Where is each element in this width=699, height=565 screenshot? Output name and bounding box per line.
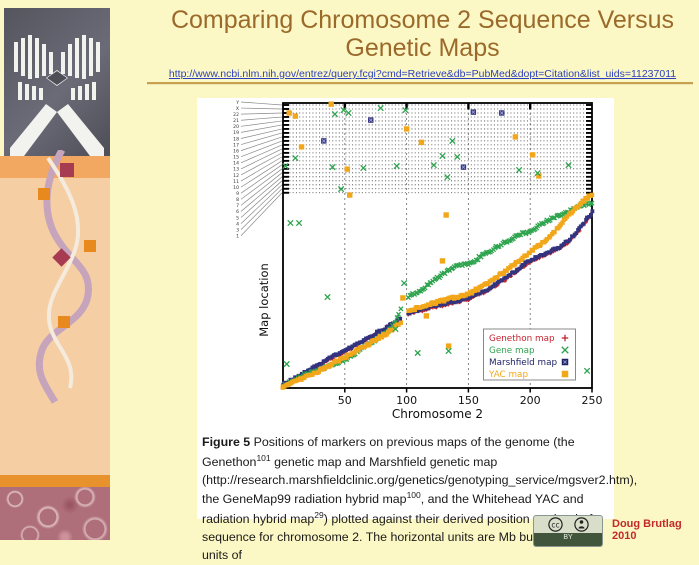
y-axis-label: Map location	[257, 263, 271, 337]
svg-text:16: 16	[233, 148, 239, 154]
svg-text:11: 11	[233, 179, 239, 185]
svg-text:250: 250	[582, 394, 603, 407]
legend-label: Genethon map	[489, 334, 555, 344]
series-markers	[280, 192, 595, 390]
svg-text:4: 4	[236, 221, 239, 227]
svg-text:18: 18	[233, 136, 239, 142]
svg-text:100: 100	[396, 394, 417, 407]
svg-text:20: 20	[233, 124, 239, 130]
dna-ribbon-graphic	[35, 150, 96, 404]
svg-text:X: X	[236, 106, 239, 112]
outlier-markers	[282, 101, 591, 375]
svg-text:21: 21	[233, 118, 239, 124]
svg-text:13: 13	[233, 167, 239, 173]
pubmed-link[interactable]: http://www.ncbi.nlm.nih.gov/entrez/query…	[168, 68, 677, 80]
svg-text:10: 10	[233, 185, 239, 191]
svg-text:150: 150	[458, 394, 479, 407]
svg-text:50: 50	[338, 394, 352, 407]
svg-text:cc: cc	[551, 520, 559, 529]
x-axis-label: Chromosome 2	[392, 407, 483, 421]
yac-map-series	[280, 192, 595, 390]
svg-text:12: 12	[233, 173, 239, 179]
svg-text:7: 7	[236, 203, 239, 209]
cc-license-badge[interactable]: cc BY	[533, 515, 603, 547]
svg-text:22: 22	[233, 112, 239, 118]
svg-text:9: 9	[236, 191, 239, 197]
legend-label: Marshfield map	[489, 358, 557, 368]
page-title: Comparing Chromosome 2 Sequence Versus G…	[170, 6, 675, 62]
attribution-person-icon	[573, 517, 589, 532]
cc-icon: cc	[547, 517, 563, 532]
figure-panel: Y X 22 21 20 19 18 17 16 15 14 13 12 11 10 9 8 7 6 5 4 3 1 50 10…	[197, 98, 637, 562]
svg-text:3: 3	[236, 227, 239, 233]
svg-text:17: 17	[233, 142, 239, 148]
genome-logo-box	[4, 8, 110, 156]
title-separator	[147, 82, 693, 85]
svg-text:5: 5	[236, 215, 239, 221]
svg-text:1: 1	[236, 234, 239, 240]
svg-text:Y: Y	[235, 100, 239, 106]
paisley-pattern	[0, 487, 110, 540]
other-chromosomes-band	[240, 101, 592, 237]
svg-text:14: 14	[233, 161, 239, 167]
svg-text:6: 6	[236, 209, 239, 215]
reference-url-line: http://www.ncbi.nlm.nih.gov/entrez/query…	[150, 64, 695, 82]
svg-text:15: 15	[233, 155, 239, 161]
svg-text:8: 8	[236, 197, 239, 203]
svg-text:200: 200	[520, 394, 541, 407]
sidebar-decoration	[0, 0, 110, 540]
author-credit: Doug Brutlag 2010	[612, 518, 682, 542]
chart-legend	[483, 328, 576, 381]
sidebar-orange-bar	[0, 475, 110, 487]
legend-label: YAC map	[488, 370, 528, 380]
svg-text:19: 19	[233, 130, 239, 136]
genome-barcode-logo	[10, 35, 104, 156]
legend-label: Gene map	[489, 346, 535, 356]
